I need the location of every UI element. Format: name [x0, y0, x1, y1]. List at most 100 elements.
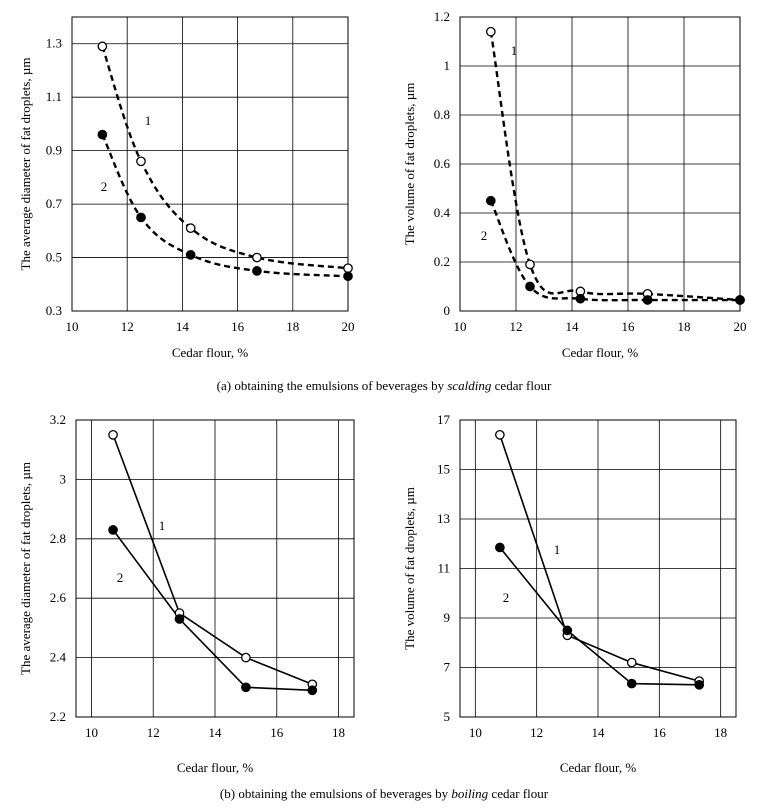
x-tick-label: 16 [270, 725, 284, 740]
y-tick-label: 3 [60, 471, 67, 486]
x-tick-label: 20 [734, 319, 747, 334]
y-tick-label: 15 [437, 462, 450, 477]
x-tick-label: 12 [121, 319, 134, 334]
y-tick-label: 1.1 [46, 89, 62, 104]
series-2-point [525, 281, 535, 292]
series-1-point [626, 657, 637, 668]
x-axis-label: Cedar flour, % [177, 760, 254, 775]
series-2-point [185, 250, 196, 260]
y-axis-label: The volume of fat droplets, µm [402, 487, 417, 650]
caption-a-pre: (a) obtaining the emulsions of beverages… [216, 378, 448, 393]
series-2-point [97, 129, 108, 140]
y-tick-label: 13 [437, 511, 450, 526]
series-2-point [108, 525, 118, 535]
series-1-point [343, 263, 353, 274]
y-tick-label: 5 [444, 709, 451, 724]
x-tick-label: 10 [469, 725, 482, 740]
y-tick-label: 2.6 [50, 590, 67, 605]
caption-b-pre: (b) obtaining the emulsions of beverages… [219, 786, 452, 801]
caption-a-post: cedar flour [491, 378, 552, 393]
y-tick-label: 2.2 [50, 709, 66, 724]
series-1-point [525, 259, 535, 270]
series-2-point [136, 212, 146, 223]
y-tick-label: 0.8 [434, 107, 450, 122]
series-1-line [112, 434, 313, 686]
series-2-point [735, 295, 745, 305]
series-1-point [485, 26, 496, 37]
series-2-point [343, 271, 353, 282]
curve-label-1: 1 [554, 542, 561, 557]
series-1-point [241, 652, 251, 663]
caption-a-em: scalding [447, 378, 492, 393]
x-tick-label: 16 [231, 319, 245, 334]
series-2-point [252, 266, 262, 276]
series-2-point [495, 542, 505, 553]
y-tick-label: 3.2 [50, 412, 66, 427]
series-2-line [499, 546, 700, 686]
y-tick-label: 0 [444, 303, 451, 318]
curve-label-2: 2 [481, 228, 488, 243]
y-axis-label: The average diameter of fat droplets, µm [18, 58, 33, 271]
curve-label-2: 2 [117, 570, 124, 585]
curve-label-1: 1 [511, 43, 518, 58]
series-1-point [97, 41, 108, 52]
x-tick-label: 18 [678, 319, 691, 334]
series-1-line [489, 31, 741, 302]
x-axis-label: Cedar flour, % [562, 345, 639, 360]
curve-label-2: 2 [503, 590, 510, 605]
y-tick-label: 1.2 [434, 9, 450, 24]
y-tick-label: 2.4 [50, 650, 67, 665]
x-tick-label: 18 [332, 725, 345, 740]
curve-label-1: 1 [145, 113, 152, 128]
caption-b: (b) obtaining the emulsions of beverages… [0, 786, 768, 802]
series-2-point [642, 295, 653, 305]
y-tick-label: 1.3 [46, 36, 62, 51]
y-tick-label: 1 [444, 58, 451, 73]
y-tick-label: 0.9 [46, 143, 62, 158]
x-tick-label: 14 [176, 319, 190, 334]
series-2-point [241, 682, 251, 693]
series-2-line [112, 529, 313, 692]
chart-b-left-diameter-boiling: 10 12 14 16 18 2.2 2.4 2.6 2.8 3 3.2 Cedar flour, %… [18, 412, 355, 775]
x-tick-label: 10 [66, 319, 79, 334]
series-2-point [307, 685, 318, 696]
y-tick-label: 9 [444, 610, 451, 625]
chart-a-left-diameter-scalding: 10 12 14 16 18 20 0.3 0.5 0.7 0.9 1.1 1.3 Cedar flou… [18, 16, 355, 360]
series-2-point [575, 293, 586, 304]
x-tick-label: 14 [566, 319, 580, 334]
caption-a: (a) obtaining the emulsions of beverages… [0, 378, 768, 394]
x-tick-label: 18 [714, 725, 727, 740]
series-2-point [174, 614, 185, 624]
x-tick-label: 20 [342, 319, 355, 334]
y-tick-label: 0.2 [434, 254, 450, 269]
series-1-point [136, 156, 146, 167]
y-tick-label: 0.5 [46, 250, 62, 265]
series-1-point [252, 252, 262, 263]
caption-b-post: cedar flour [488, 786, 549, 801]
x-tick-label: 16 [622, 319, 636, 334]
y-tick-label: 0.3 [46, 303, 62, 318]
series-2-point [694, 679, 705, 690]
series-1-point [185, 223, 196, 233]
y-axis-label: The volume of fat droplets, µm [402, 83, 417, 246]
y-tick-label: 0.6 [434, 156, 451, 171]
y-tick-label: 0.7 [46, 196, 63, 211]
y-tick-label: 0.4 [434, 205, 451, 220]
y-tick-label: 2.8 [50, 531, 66, 546]
series-1-point [108, 430, 118, 440]
y-tick-label: 7 [444, 660, 451, 675]
x-axis-label: Cedar flour, % [560, 760, 637, 775]
y-tick-label: 17 [437, 412, 451, 427]
x-tick-label: 12 [147, 725, 160, 740]
x-tick-label: 14 [209, 725, 223, 740]
x-tick-label: 18 [286, 319, 299, 334]
x-tick-label: 14 [592, 725, 606, 740]
x-tick-label: 12 [510, 319, 523, 334]
series-2-line [489, 200, 741, 302]
x-tick-label: 10 [85, 725, 98, 740]
y-axis-label: The average diameter of fat droplets, µm [18, 462, 33, 675]
caption-b-em: boiling [451, 786, 489, 801]
x-axis-label: Cedar flour, % [172, 345, 249, 360]
